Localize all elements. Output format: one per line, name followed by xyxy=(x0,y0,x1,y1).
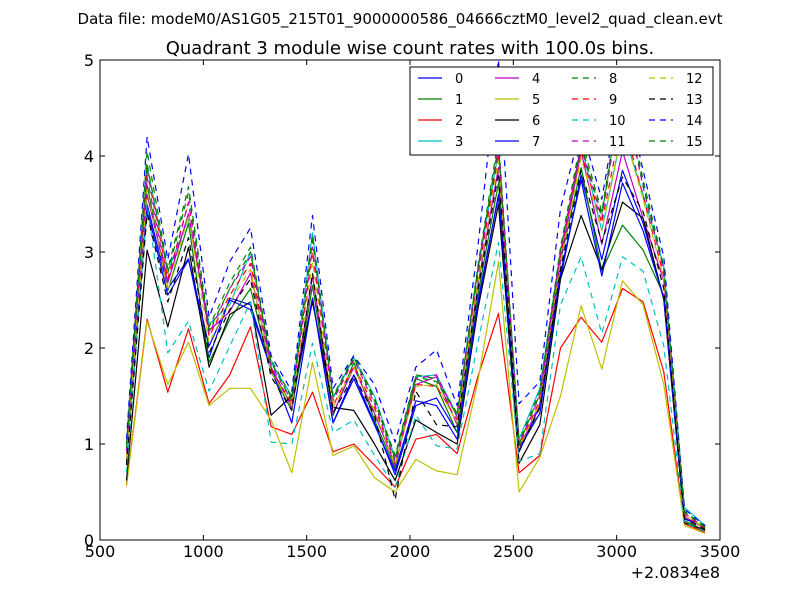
legend-label-12: 12 xyxy=(686,72,703,87)
y-tick-label: 2 xyxy=(84,339,94,358)
series-line-12 xyxy=(125,126,706,530)
y-tick-label: 1 xyxy=(84,435,94,454)
chart-title: Quadrant 3 module wise count rates with … xyxy=(166,38,655,59)
legend-label-1: 1 xyxy=(455,93,463,108)
series-line-0 xyxy=(125,169,706,528)
series-line-10 xyxy=(125,203,706,532)
series-line-1 xyxy=(125,166,706,531)
legend-label-8: 8 xyxy=(609,72,617,87)
x-tick-label: 1000 xyxy=(183,542,224,561)
x-tick-label: 500 xyxy=(85,542,116,561)
legend-label-6: 6 xyxy=(532,114,540,129)
legend-label-2: 2 xyxy=(455,114,463,129)
legend-label-13: 13 xyxy=(686,93,703,108)
legend-label-0: 0 xyxy=(455,72,463,87)
legend-label-5: 5 xyxy=(532,93,540,108)
x-tick-label: 1500 xyxy=(286,542,327,561)
y-tick-label: 4 xyxy=(84,147,94,166)
series-line-9 xyxy=(125,116,706,530)
y-tick-label: 5 xyxy=(84,51,94,70)
x-tick-label: 2000 xyxy=(390,542,431,561)
legend-label-11: 11 xyxy=(609,135,626,150)
legend-label-7: 7 xyxy=(532,135,540,150)
y-tick-label: 3 xyxy=(84,243,94,262)
series-line-5 xyxy=(125,261,706,534)
legend-label-9: 9 xyxy=(609,93,617,108)
series-line-15 xyxy=(125,83,706,528)
series-line-13 xyxy=(125,169,706,530)
legend-box xyxy=(409,66,714,156)
y-tick-label: 0 xyxy=(84,531,94,550)
series-line-8 xyxy=(125,80,706,528)
legend-label-15: 15 xyxy=(686,135,703,150)
series-layer xyxy=(125,60,706,534)
legend-label-10: 10 xyxy=(609,114,626,129)
x-tick-label: 3000 xyxy=(596,542,637,561)
series-line-2 xyxy=(125,287,706,533)
legend-label-14: 14 xyxy=(686,114,703,129)
x-tick-label: 3500 xyxy=(700,542,741,561)
x-tick-label: 2500 xyxy=(493,542,534,561)
legend-label-4: 4 xyxy=(532,72,540,87)
series-line-4 xyxy=(125,150,706,530)
legend-label-3: 3 xyxy=(455,135,463,150)
series-line-14 xyxy=(125,60,706,527)
x-offset-label: +2.0834e8 xyxy=(631,563,720,582)
series-line-6 xyxy=(125,201,706,531)
figure-suptitle: Data file: modeM0/AS1G05_215T01_90000005… xyxy=(78,10,723,29)
